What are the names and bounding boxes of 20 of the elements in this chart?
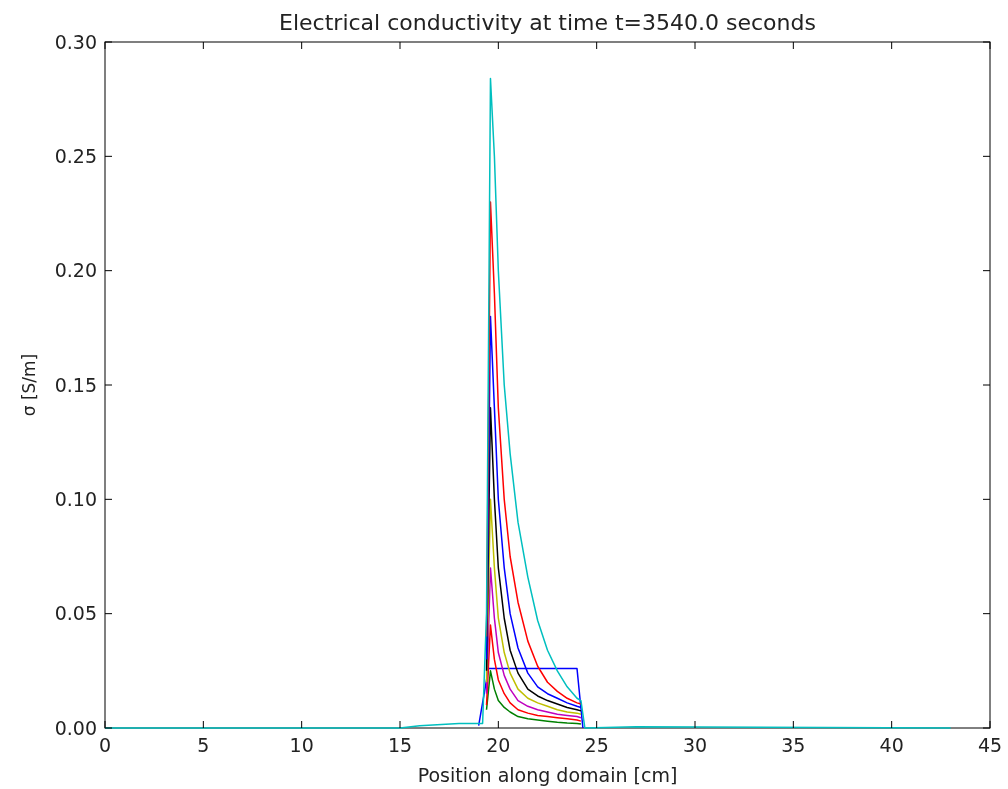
y-tick-label: 0.00 <box>54 716 97 739</box>
y-tick-label: 0.05 <box>54 602 97 625</box>
chart-title: Electrical conductivity at time t=3540.0 seconds <box>279 10 816 35</box>
y-tick-label: 0.15 <box>54 373 97 396</box>
y-tick-label: 0.20 <box>54 259 97 282</box>
x-tick-label: 35 <box>781 734 806 756</box>
x-tick-label: 15 <box>387 734 413 756</box>
x-tick-label: 5 <box>197 734 210 756</box>
x-tick-label: 0 <box>98 734 112 756</box>
x-tick-label: 45 <box>977 734 1003 756</box>
y-axis-title: σ [S/m] <box>19 353 39 417</box>
x-tick-label: 40 <box>879 734 904 756</box>
y-tick-label: 0.30 <box>54 30 97 53</box>
y-tick-label: 0.10 <box>54 487 97 510</box>
x-tick-label: 30 <box>682 734 708 756</box>
x-axis-title: Position along domain [cm] <box>417 764 678 786</box>
x-tick-label: 10 <box>289 734 314 756</box>
x-tick-label: 25 <box>584 734 609 756</box>
x-tick-label: 20 <box>486 734 511 756</box>
y-tick-label: 0.25 <box>54 144 97 167</box>
